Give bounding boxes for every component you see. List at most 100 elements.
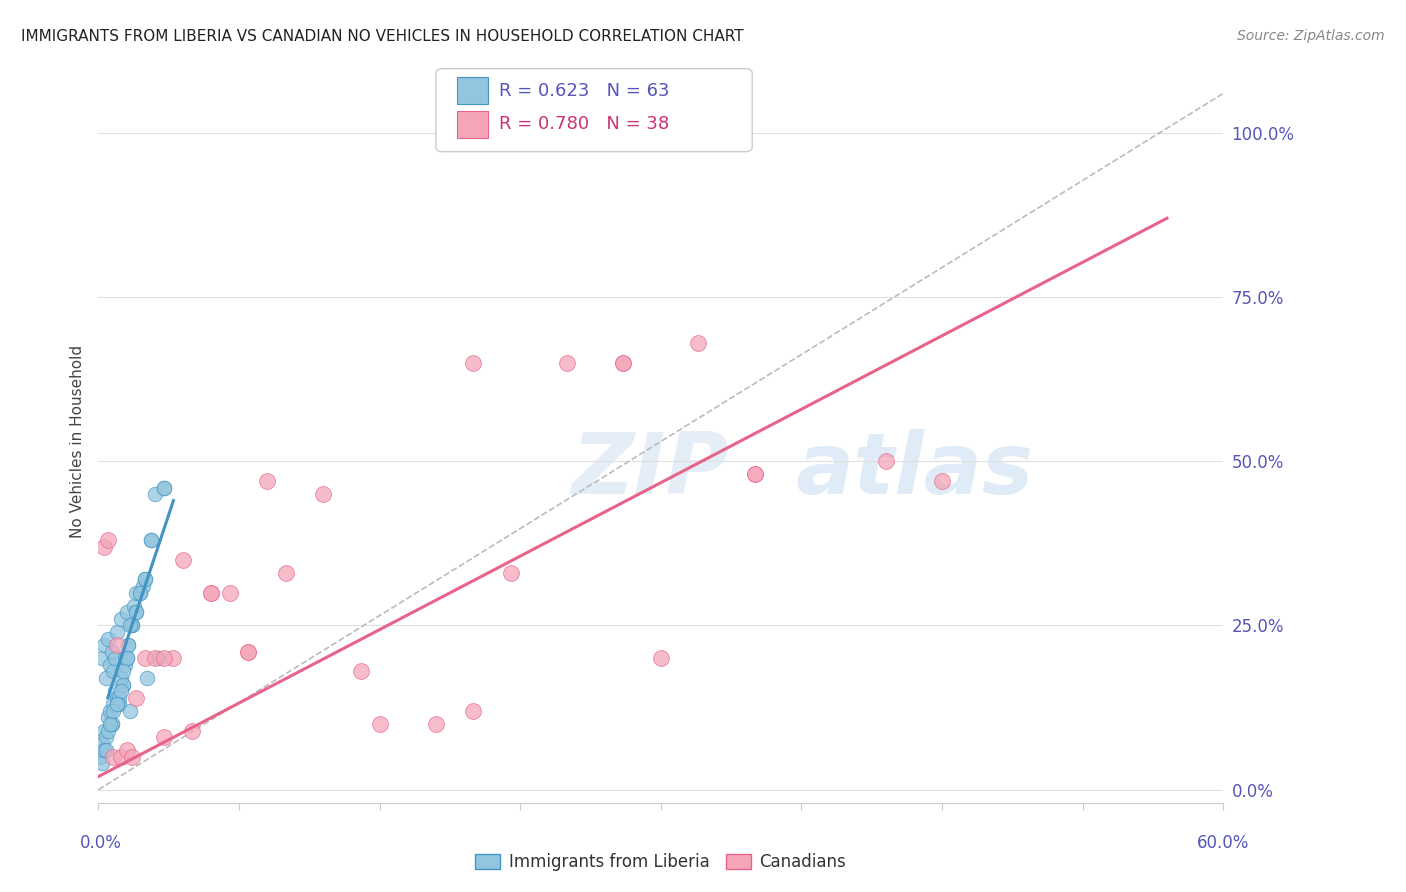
Point	[108, 690, 131, 705]
Point	[744, 467, 766, 482]
Point	[94, 743, 117, 757]
Point	[181, 723, 204, 738]
Point	[238, 645, 260, 659]
Point	[122, 599, 145, 613]
Point	[115, 605, 138, 619]
Point	[153, 481, 176, 495]
Point	[139, 533, 162, 547]
Point	[463, 356, 485, 370]
Point	[121, 749, 143, 764]
Point	[744, 467, 766, 482]
Point	[110, 612, 132, 626]
Point	[134, 573, 156, 587]
Point	[200, 585, 222, 599]
Point	[125, 690, 148, 705]
Text: Source: ZipAtlas.com: Source: ZipAtlas.com	[1237, 29, 1385, 43]
Point	[93, 540, 115, 554]
Point	[132, 579, 155, 593]
Point	[115, 743, 138, 757]
Point	[463, 704, 485, 718]
Point	[120, 704, 142, 718]
Point	[111, 665, 134, 679]
Point	[97, 710, 120, 724]
Point	[111, 677, 134, 691]
Point	[688, 336, 710, 351]
Point	[875, 454, 897, 468]
Point	[97, 533, 120, 547]
Point	[103, 665, 125, 679]
Point	[274, 566, 297, 580]
Point	[350, 665, 373, 679]
Point	[117, 638, 139, 652]
Point	[89, 749, 111, 764]
Point	[105, 698, 128, 712]
Point	[120, 618, 142, 632]
Point	[110, 749, 132, 764]
Point	[134, 573, 156, 587]
Point	[105, 638, 128, 652]
Point	[115, 651, 138, 665]
Point	[143, 487, 166, 501]
Point	[110, 684, 132, 698]
Point	[128, 585, 150, 599]
Point	[121, 618, 143, 632]
Point	[110, 671, 132, 685]
Point	[499, 566, 522, 580]
Point	[103, 698, 125, 712]
Point	[218, 585, 240, 599]
Point	[172, 553, 194, 567]
Point	[134, 651, 156, 665]
Point	[148, 651, 170, 665]
Point	[98, 704, 121, 718]
Point	[153, 481, 176, 495]
Point	[114, 651, 136, 665]
Point	[93, 638, 115, 652]
Point	[97, 632, 120, 646]
Point	[125, 585, 148, 599]
Point	[100, 717, 122, 731]
Text: 60.0%: 60.0%	[1197, 834, 1250, 852]
Point	[139, 533, 162, 547]
Point	[425, 717, 447, 731]
Text: R = 0.623   N = 63: R = 0.623 N = 63	[499, 82, 669, 100]
Point	[100, 645, 122, 659]
Point	[91, 651, 114, 665]
Point	[103, 749, 125, 764]
Point	[115, 651, 138, 665]
Text: IMMIGRANTS FROM LIBERIA VS CANADIAN NO VEHICLES IN HOUSEHOLD CORRELATION CHART: IMMIGRANTS FROM LIBERIA VS CANADIAN NO V…	[21, 29, 744, 44]
Legend: Immigrants from Liberia, Canadians: Immigrants from Liberia, Canadians	[468, 847, 853, 878]
Point	[650, 651, 672, 665]
Text: atlas: atlas	[796, 429, 1033, 512]
Point	[153, 651, 176, 665]
Point	[98, 657, 121, 672]
Point	[97, 723, 120, 738]
Point	[98, 717, 121, 731]
Point	[104, 651, 127, 665]
Point	[121, 618, 143, 632]
Point	[612, 356, 634, 370]
Point	[238, 645, 260, 659]
Text: R = 0.780   N = 38: R = 0.780 N = 38	[499, 115, 669, 133]
Point	[108, 698, 131, 712]
Point	[104, 684, 127, 698]
Point	[136, 671, 159, 685]
Point	[94, 671, 117, 685]
Point	[91, 756, 114, 771]
Point	[153, 730, 176, 744]
Point	[105, 698, 128, 712]
Point	[368, 717, 391, 731]
Point	[128, 585, 150, 599]
Point	[200, 585, 222, 599]
Y-axis label: No Vehicles in Household: No Vehicles in Household	[70, 345, 86, 538]
Point	[256, 474, 278, 488]
Point	[105, 625, 128, 640]
Point	[103, 704, 125, 718]
Text: 0.0%: 0.0%	[80, 834, 122, 852]
Point	[312, 487, 335, 501]
Point	[117, 638, 139, 652]
Point	[162, 651, 184, 665]
Point	[143, 651, 166, 665]
Point	[100, 717, 122, 731]
Point	[94, 730, 117, 744]
Point	[111, 677, 134, 691]
